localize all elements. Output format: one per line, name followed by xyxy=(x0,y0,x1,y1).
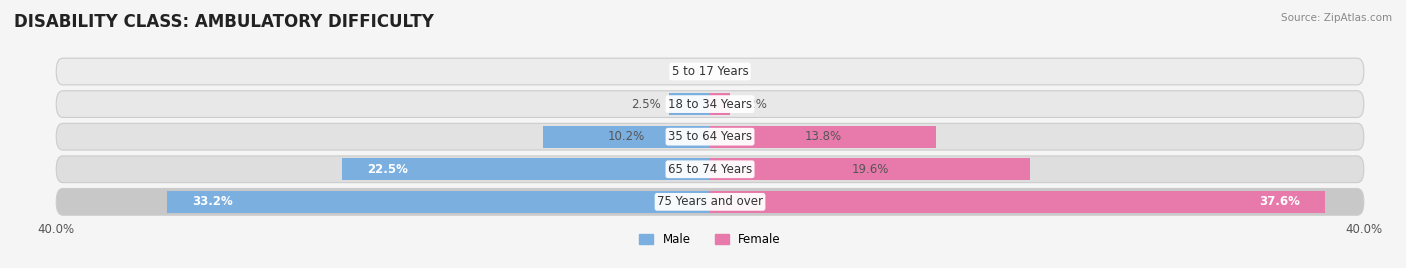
Text: 65 to 74 Years: 65 to 74 Years xyxy=(668,163,752,176)
Bar xyxy=(543,126,710,148)
FancyBboxPatch shape xyxy=(56,188,1364,215)
Text: 5 to 17 Years: 5 to 17 Years xyxy=(672,65,748,78)
Bar xyxy=(710,158,1031,180)
FancyBboxPatch shape xyxy=(56,91,1364,117)
Text: 1.2%: 1.2% xyxy=(738,98,768,111)
Bar xyxy=(710,93,730,115)
Bar xyxy=(167,191,710,213)
Bar xyxy=(669,93,710,115)
Bar xyxy=(342,158,710,180)
Text: 33.2%: 33.2% xyxy=(191,195,232,208)
Text: 10.2%: 10.2% xyxy=(607,130,645,143)
Text: 13.8%: 13.8% xyxy=(804,130,841,143)
Text: Source: ZipAtlas.com: Source: ZipAtlas.com xyxy=(1281,13,1392,23)
Text: 0.0%: 0.0% xyxy=(718,65,748,78)
Bar xyxy=(710,191,1324,213)
Text: 37.6%: 37.6% xyxy=(1260,195,1301,208)
Legend: Male, Female: Male, Female xyxy=(634,228,786,250)
Text: DISABILITY CLASS: AMBULATORY DIFFICULTY: DISABILITY CLASS: AMBULATORY DIFFICULTY xyxy=(14,13,434,31)
Text: 18 to 34 Years: 18 to 34 Years xyxy=(668,98,752,111)
Text: 2.5%: 2.5% xyxy=(631,98,661,111)
FancyBboxPatch shape xyxy=(56,58,1364,85)
Text: 22.5%: 22.5% xyxy=(367,163,408,176)
Text: 19.6%: 19.6% xyxy=(852,163,889,176)
Text: 35 to 64 Years: 35 to 64 Years xyxy=(668,130,752,143)
Text: 75 Years and over: 75 Years and over xyxy=(657,195,763,208)
FancyBboxPatch shape xyxy=(56,156,1364,183)
FancyBboxPatch shape xyxy=(56,123,1364,150)
Bar xyxy=(710,126,935,148)
Text: 0.0%: 0.0% xyxy=(672,65,702,78)
